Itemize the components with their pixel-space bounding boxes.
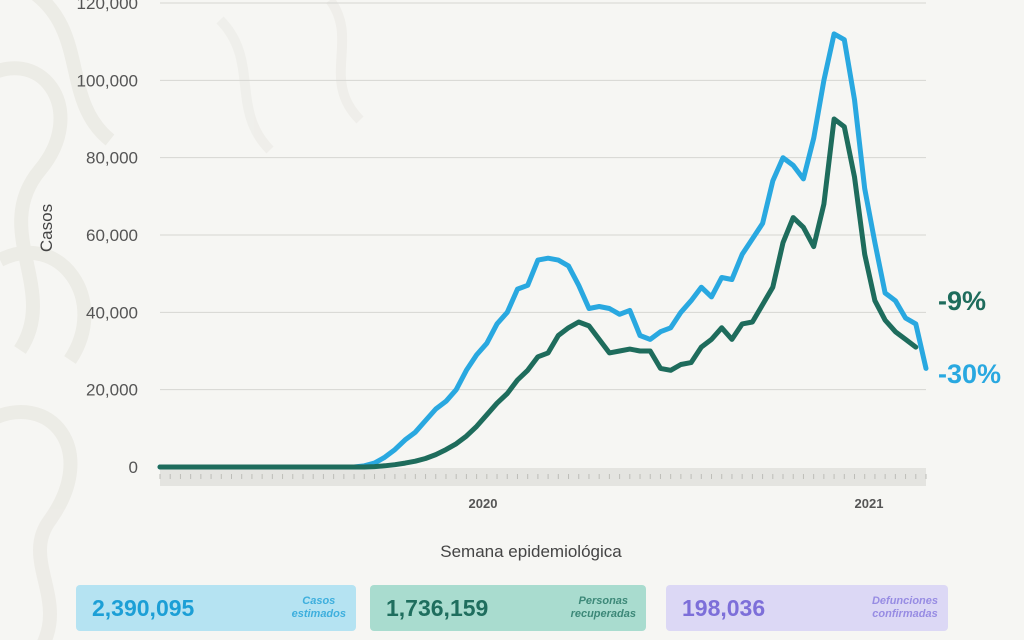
y-tick-label: 100,000 (77, 71, 138, 90)
recovered-people-value: 1,736,159 (386, 594, 489, 621)
y-tick-label: 0 (129, 458, 138, 477)
estimated-cases-label: Casos estimados (291, 595, 346, 620)
series-line-recovered (157, 116, 919, 470)
x-axis-ticks (159, 474, 927, 479)
estimated-cases-value: 2,390,095 (92, 594, 195, 621)
y-tick-label: 20,000 (86, 381, 138, 400)
x-axis-title: Semana epidemiológica (440, 542, 622, 561)
recovered-people-card: 1,736,159 Personas recuperadas (370, 585, 646, 631)
y-tick-label: 120,000 (77, 0, 138, 13)
x-year-label-2021: 2021 (855, 496, 884, 511)
x-year-label-2020: 2020 (469, 496, 498, 511)
y-axis-tick-labels: 0 20,000 40,000 60,000 80,000 100,000 120,000 (77, 0, 138, 477)
confirmed-deaths-label: Defunciones confirmadas (871, 595, 938, 620)
series-cases-change-label: -30% (938, 359, 1001, 389)
series-line-estimated-cases (157, 31, 929, 470)
y-tick-label: 60,000 (86, 226, 138, 245)
estimated-cases-card: 2,390,095 Casos estimados (76, 585, 356, 631)
confirmed-deaths-value: 198,036 (682, 594, 766, 621)
y-tick-label: 40,000 (86, 303, 138, 322)
x-axis-band (160, 468, 926, 486)
grid-lines (160, 2, 926, 391)
series-layer (157, 31, 929, 470)
y-tick-label: 80,000 (86, 149, 138, 168)
y-axis-title: Casos (37, 204, 56, 252)
confirmed-deaths-card: 198,036 Defunciones confirmadas (666, 585, 948, 631)
series-recovered-change-label: -9% (938, 286, 986, 316)
recovered-people-label: Personas recuperadas (570, 595, 636, 620)
